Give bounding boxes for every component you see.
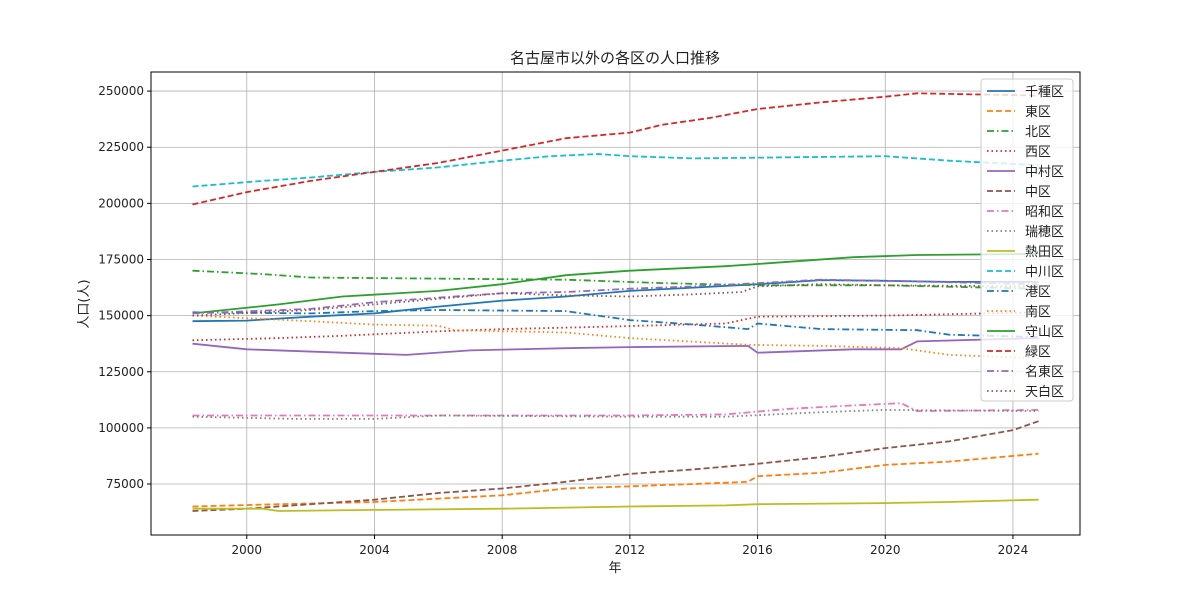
x-axis-label: 年 xyxy=(608,561,621,576)
chart-title: 名古屋市以外の各区の人口推移 xyxy=(510,49,720,67)
legend-label: 中村区 xyxy=(1025,165,1064,180)
legend-label: 熱田区 xyxy=(1025,245,1064,260)
legend-label: 中区 xyxy=(1025,185,1051,200)
legend-label: 東区 xyxy=(1025,104,1051,120)
series-line-12 xyxy=(192,253,1039,315)
legend-label: 天白区 xyxy=(1025,384,1064,400)
y-axis-label: 人口(人) xyxy=(77,279,92,328)
legend-label: 名東区 xyxy=(1025,364,1064,380)
x-tick-label: 2008 xyxy=(487,543,518,557)
legend-label: 瑞穂区 xyxy=(1025,225,1064,240)
series-line-9 xyxy=(192,153,1039,188)
series-line-4 xyxy=(192,337,1039,356)
series-line-13 xyxy=(192,92,1039,206)
x-tick-label: 2016 xyxy=(742,543,773,557)
legend-box xyxy=(980,78,1074,402)
y-tick-label: 250000 xyxy=(98,84,144,98)
series-line-10 xyxy=(192,309,1039,338)
x-tick-label: 2000 xyxy=(231,543,262,557)
x-tick-label: 2024 xyxy=(998,543,1029,557)
legend-label: 西区 xyxy=(1025,145,1051,160)
legend-label: 中川区 xyxy=(1025,265,1064,280)
series-line-15 xyxy=(192,283,1039,317)
series-line-11 xyxy=(192,314,1039,360)
x-tick-label: 2004 xyxy=(359,543,390,557)
series-line-5 xyxy=(192,420,1039,512)
legend-label: 北区 xyxy=(1025,125,1051,140)
y-tick-label: 100000 xyxy=(98,421,144,435)
y-tick-label: 200000 xyxy=(98,196,144,210)
y-tick-label: 150000 xyxy=(98,309,144,323)
x-tick-label: 2020 xyxy=(870,543,901,557)
series-line-3 xyxy=(192,311,1039,342)
legend-label: 昭和区 xyxy=(1025,205,1064,220)
series-line-1 xyxy=(192,452,1039,508)
y-tick-label: 75000 xyxy=(106,477,144,491)
y-tick-label: 175000 xyxy=(98,252,144,266)
series-line-6 xyxy=(192,402,1039,417)
series-line-2 xyxy=(192,269,1039,290)
legend-label: 緑区 xyxy=(1025,345,1051,360)
plot-frame xyxy=(150,71,1081,536)
legend-label: 南区 xyxy=(1025,304,1051,320)
x-tick-label: 2012 xyxy=(615,543,646,557)
legend-label: 守山区 xyxy=(1025,325,1064,340)
series-line-8 xyxy=(192,498,1039,512)
y-tick-label: 225000 xyxy=(98,140,144,154)
y-tick-label: 125000 xyxy=(98,365,144,379)
legend-label: 千種区 xyxy=(1025,84,1064,100)
series-line-14 xyxy=(192,278,1039,315)
series-line-7 xyxy=(192,408,1039,420)
legend-label: 港区 xyxy=(1025,285,1051,300)
